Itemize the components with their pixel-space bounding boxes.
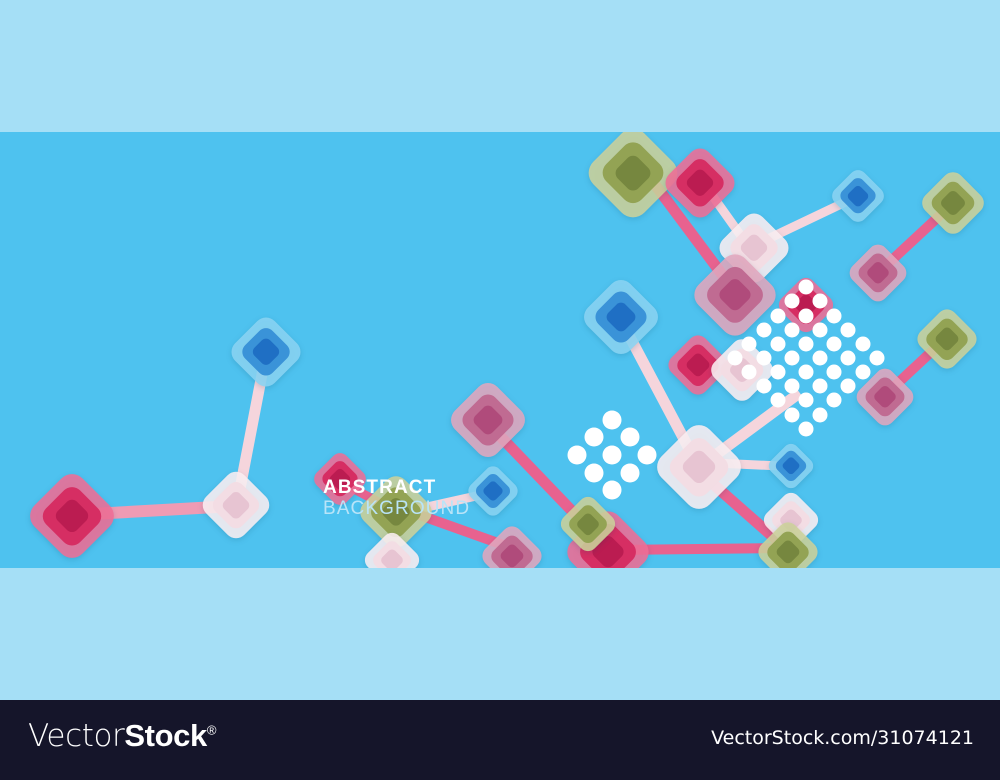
dot-cluster-large-dot (798, 364, 814, 380)
dot-cluster-large-dot (812, 322, 828, 338)
dot-cluster-small-dot (602, 445, 622, 465)
dot-cluster-large-dot (826, 308, 842, 324)
dot-cluster-large-dot (770, 364, 786, 380)
dot-cluster-small-dot (620, 427, 640, 447)
dot-cluster-large-dot (784, 322, 800, 338)
dot-cluster-large-dot (855, 364, 871, 380)
dot-cluster-large-dot (798, 308, 814, 324)
dot-cluster-large-dot (756, 350, 772, 366)
dot-cluster-large-dot (770, 308, 786, 324)
node-olive-right-mid (913, 305, 981, 373)
dot-cluster-small-dot (584, 427, 604, 447)
dot-cluster-large-dot (727, 350, 743, 366)
logo-part-2: Stock (124, 718, 207, 753)
node-smallblue-mid (765, 440, 817, 492)
node-blush-left (197, 466, 275, 544)
dot-cluster-large-dot (840, 350, 856, 366)
dot-cluster-large-dot (756, 378, 772, 394)
artwork-canvas: ABSTRACT BACKGROUND (0, 132, 1000, 568)
background-band-top (0, 0, 1000, 132)
dot-cluster-small-dot (637, 445, 657, 465)
dot-cluster-large-dot (869, 350, 885, 366)
footer-url: VectorStock.com/31074121 (711, 727, 974, 749)
dot-cluster-large-dot (784, 293, 800, 309)
dot-cluster-large-dot (826, 392, 842, 408)
headline-line-2: BACKGROUND (323, 498, 471, 519)
dot-cluster-large-dot (826, 336, 842, 352)
footer-bar (0, 700, 1000, 780)
node-blush-under-olive (360, 528, 424, 568)
node-rose-right-top (845, 240, 911, 306)
dot-cluster-large-dot (826, 364, 842, 380)
dot-cluster-large-dot (770, 392, 786, 408)
dot-cluster-small (567, 410, 657, 500)
dot-cluster-large-dot (812, 407, 828, 423)
node-olive-right-top (917, 167, 989, 239)
background-band-bottom (0, 568, 1000, 700)
node-blueL-upper-left (226, 312, 306, 392)
dot-cluster-large-dot (798, 279, 814, 295)
dot-cluster-large-dot (741, 336, 757, 352)
node-blueS-left (464, 462, 522, 520)
node-smallblue-top (828, 166, 888, 226)
logo-part-1: Vector (28, 718, 125, 754)
dot-cluster-large-dot (770, 336, 786, 352)
node-rose-right-mid (852, 364, 918, 430)
node-olive-bottom-r (754, 518, 822, 568)
dot-cluster-large-dot (855, 336, 871, 352)
dot-cluster-large-dot (784, 407, 800, 423)
dot-cluster-large-dot (784, 350, 800, 366)
dot-cluster-small-dot (602, 480, 622, 500)
dot-cluster-large-dot (741, 364, 757, 380)
dot-cluster-large-dot (784, 378, 800, 394)
dot-cluster-small-dot (567, 445, 587, 465)
node-olive-top-left (582, 132, 684, 224)
dot-cluster-large-dot (756, 322, 772, 338)
node-crimson-far-left (23, 467, 121, 565)
node-rose-bottom-left (478, 522, 546, 568)
node-olive-bottom-mid (556, 492, 620, 556)
dot-cluster-large-dot (840, 322, 856, 338)
headline-text: ABSTRACT BACKGROUND (323, 478, 470, 518)
node-blush-center-big (650, 418, 748, 516)
node-crimson-top (660, 143, 740, 223)
dot-cluster-large-dot (812, 350, 828, 366)
node-mauve-mid-left (445, 377, 531, 463)
dot-cluster-large-dot (812, 378, 828, 394)
dot-cluster-large-dot (840, 378, 856, 394)
dot-cluster-small-dot (602, 410, 622, 430)
dot-cluster-small-dot (584, 463, 604, 483)
dot-cluster-large-dot (812, 293, 828, 309)
dot-cluster-large-dot (798, 392, 814, 408)
dot-cluster-large (727, 279, 885, 437)
registered-mark-icon: ® (206, 722, 217, 738)
dot-cluster-large-dot (798, 336, 814, 352)
dot-cluster-small-dot (620, 463, 640, 483)
headline-line-1: ABSTRACT (323, 477, 437, 498)
dot-cluster-large-dot (798, 421, 814, 437)
node-bigblue-left (578, 274, 664, 360)
vectorstock-logo: VectorStock® (28, 718, 216, 754)
